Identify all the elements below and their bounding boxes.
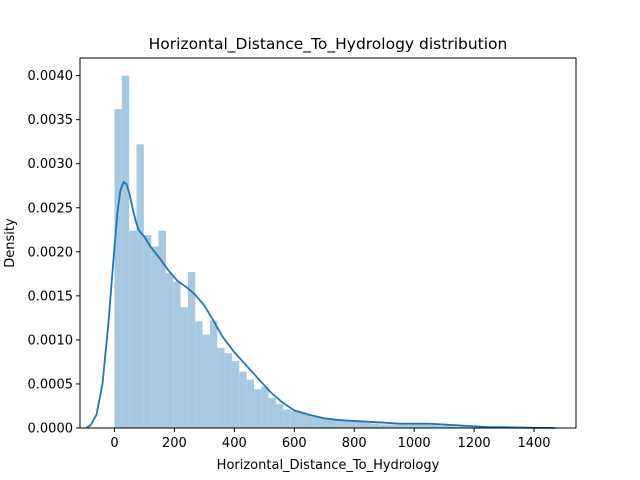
x-tick-label: 200 [162, 436, 187, 451]
histogram-bar [378, 424, 387, 428]
histogram-bar [121, 75, 130, 428]
histogram-bar [400, 424, 409, 428]
histogram-bar [180, 307, 188, 428]
histogram-bar [187, 272, 196, 428]
y-tick-label: 0.0000 [28, 422, 74, 437]
x-tick-label: 1200 [458, 436, 491, 451]
histogram-bar [386, 424, 394, 428]
histogram-bar [408, 424, 416, 428]
histogram-bar [246, 379, 254, 428]
histogram-bar [437, 425, 445, 428]
histogram-bar [349, 420, 357, 428]
histogram-bar [430, 424, 438, 428]
y-tick-label: 0.0020 [28, 245, 74, 260]
histogram-bar [261, 386, 269, 428]
histogram-bar [415, 424, 423, 428]
y-axis-label: Density [3, 218, 18, 268]
histogram-bar [253, 389, 262, 428]
histogram-bar [459, 426, 467, 428]
histogram-bar [209, 320, 218, 428]
y-tick-label: 0.0040 [28, 69, 74, 84]
x-tick-label: 1400 [517, 436, 550, 451]
histogram-bar [452, 426, 460, 428]
histogram-bar [371, 423, 379, 428]
histogram-bar [231, 361, 240, 428]
histogram-bar [283, 409, 291, 428]
histogram-bar [305, 414, 313, 428]
kde-line [85, 180, 556, 429]
histogram-bar [320, 418, 328, 428]
histogram-bar [136, 144, 144, 429]
y-tick-label: 0.0030 [28, 157, 74, 172]
histogram-bar [276, 404, 284, 428]
y-tick-label: 0.0035 [28, 113, 74, 128]
histogram-bar [239, 371, 247, 428]
y-tick-label: 0.0025 [28, 201, 74, 216]
histogram-bar [268, 398, 277, 428]
x-tick-label: 600 [282, 436, 307, 451]
histogram-bar [327, 418, 335, 428]
histogram-bar [114, 109, 122, 428]
y-tick-label: 0.0005 [28, 377, 74, 392]
histogram-bar [298, 412, 306, 428]
histogram-bar [290, 411, 299, 428]
x-axis-ticks: 0 200 400 600 800 1000 1200 1400 [110, 428, 551, 451]
histogram-bar [143, 235, 152, 428]
x-tick-label: 800 [342, 436, 367, 451]
histogram-bar [342, 420, 350, 428]
x-tick-label: 0 [110, 436, 118, 451]
histogram-bar [158, 230, 166, 428]
y-tick-label: 0.0015 [28, 289, 74, 304]
histogram-bar [173, 281, 181, 428]
histogram-bar [129, 230, 137, 428]
histogram-bar [444, 425, 453, 428]
histogram-bar [356, 421, 365, 428]
x-tick-label: 1000 [398, 436, 431, 451]
histogram-bar [334, 419, 343, 428]
histogram-bars [114, 75, 541, 429]
histogram-bar [312, 416, 321, 428]
histogram-bar [202, 334, 210, 428]
y-tick-label: 0.0010 [28, 333, 74, 348]
histogram-bar [466, 426, 475, 428]
x-axis-label: Horizontal_Distance_To_Hydrology [217, 458, 440, 473]
histogram-bar [224, 353, 232, 428]
histogram-bar [217, 347, 225, 428]
chart-title: Horizontal_Distance_To_Hydrology distrib… [149, 35, 508, 54]
x-tick-label: 400 [222, 436, 247, 451]
histogram-bar [151, 246, 159, 428]
histogram-bar [165, 272, 174, 428]
plot-frame [79, 57, 577, 429]
histogram-bar [195, 321, 203, 428]
histogram-bar [422, 424, 431, 428]
histogram-bar [393, 424, 401, 428]
y-axis-ticks: 0.0000 0.0005 0.0010 0.0015 0.0020 0.0025 0.00… [28, 69, 80, 437]
histogram-bar [364, 422, 372, 428]
